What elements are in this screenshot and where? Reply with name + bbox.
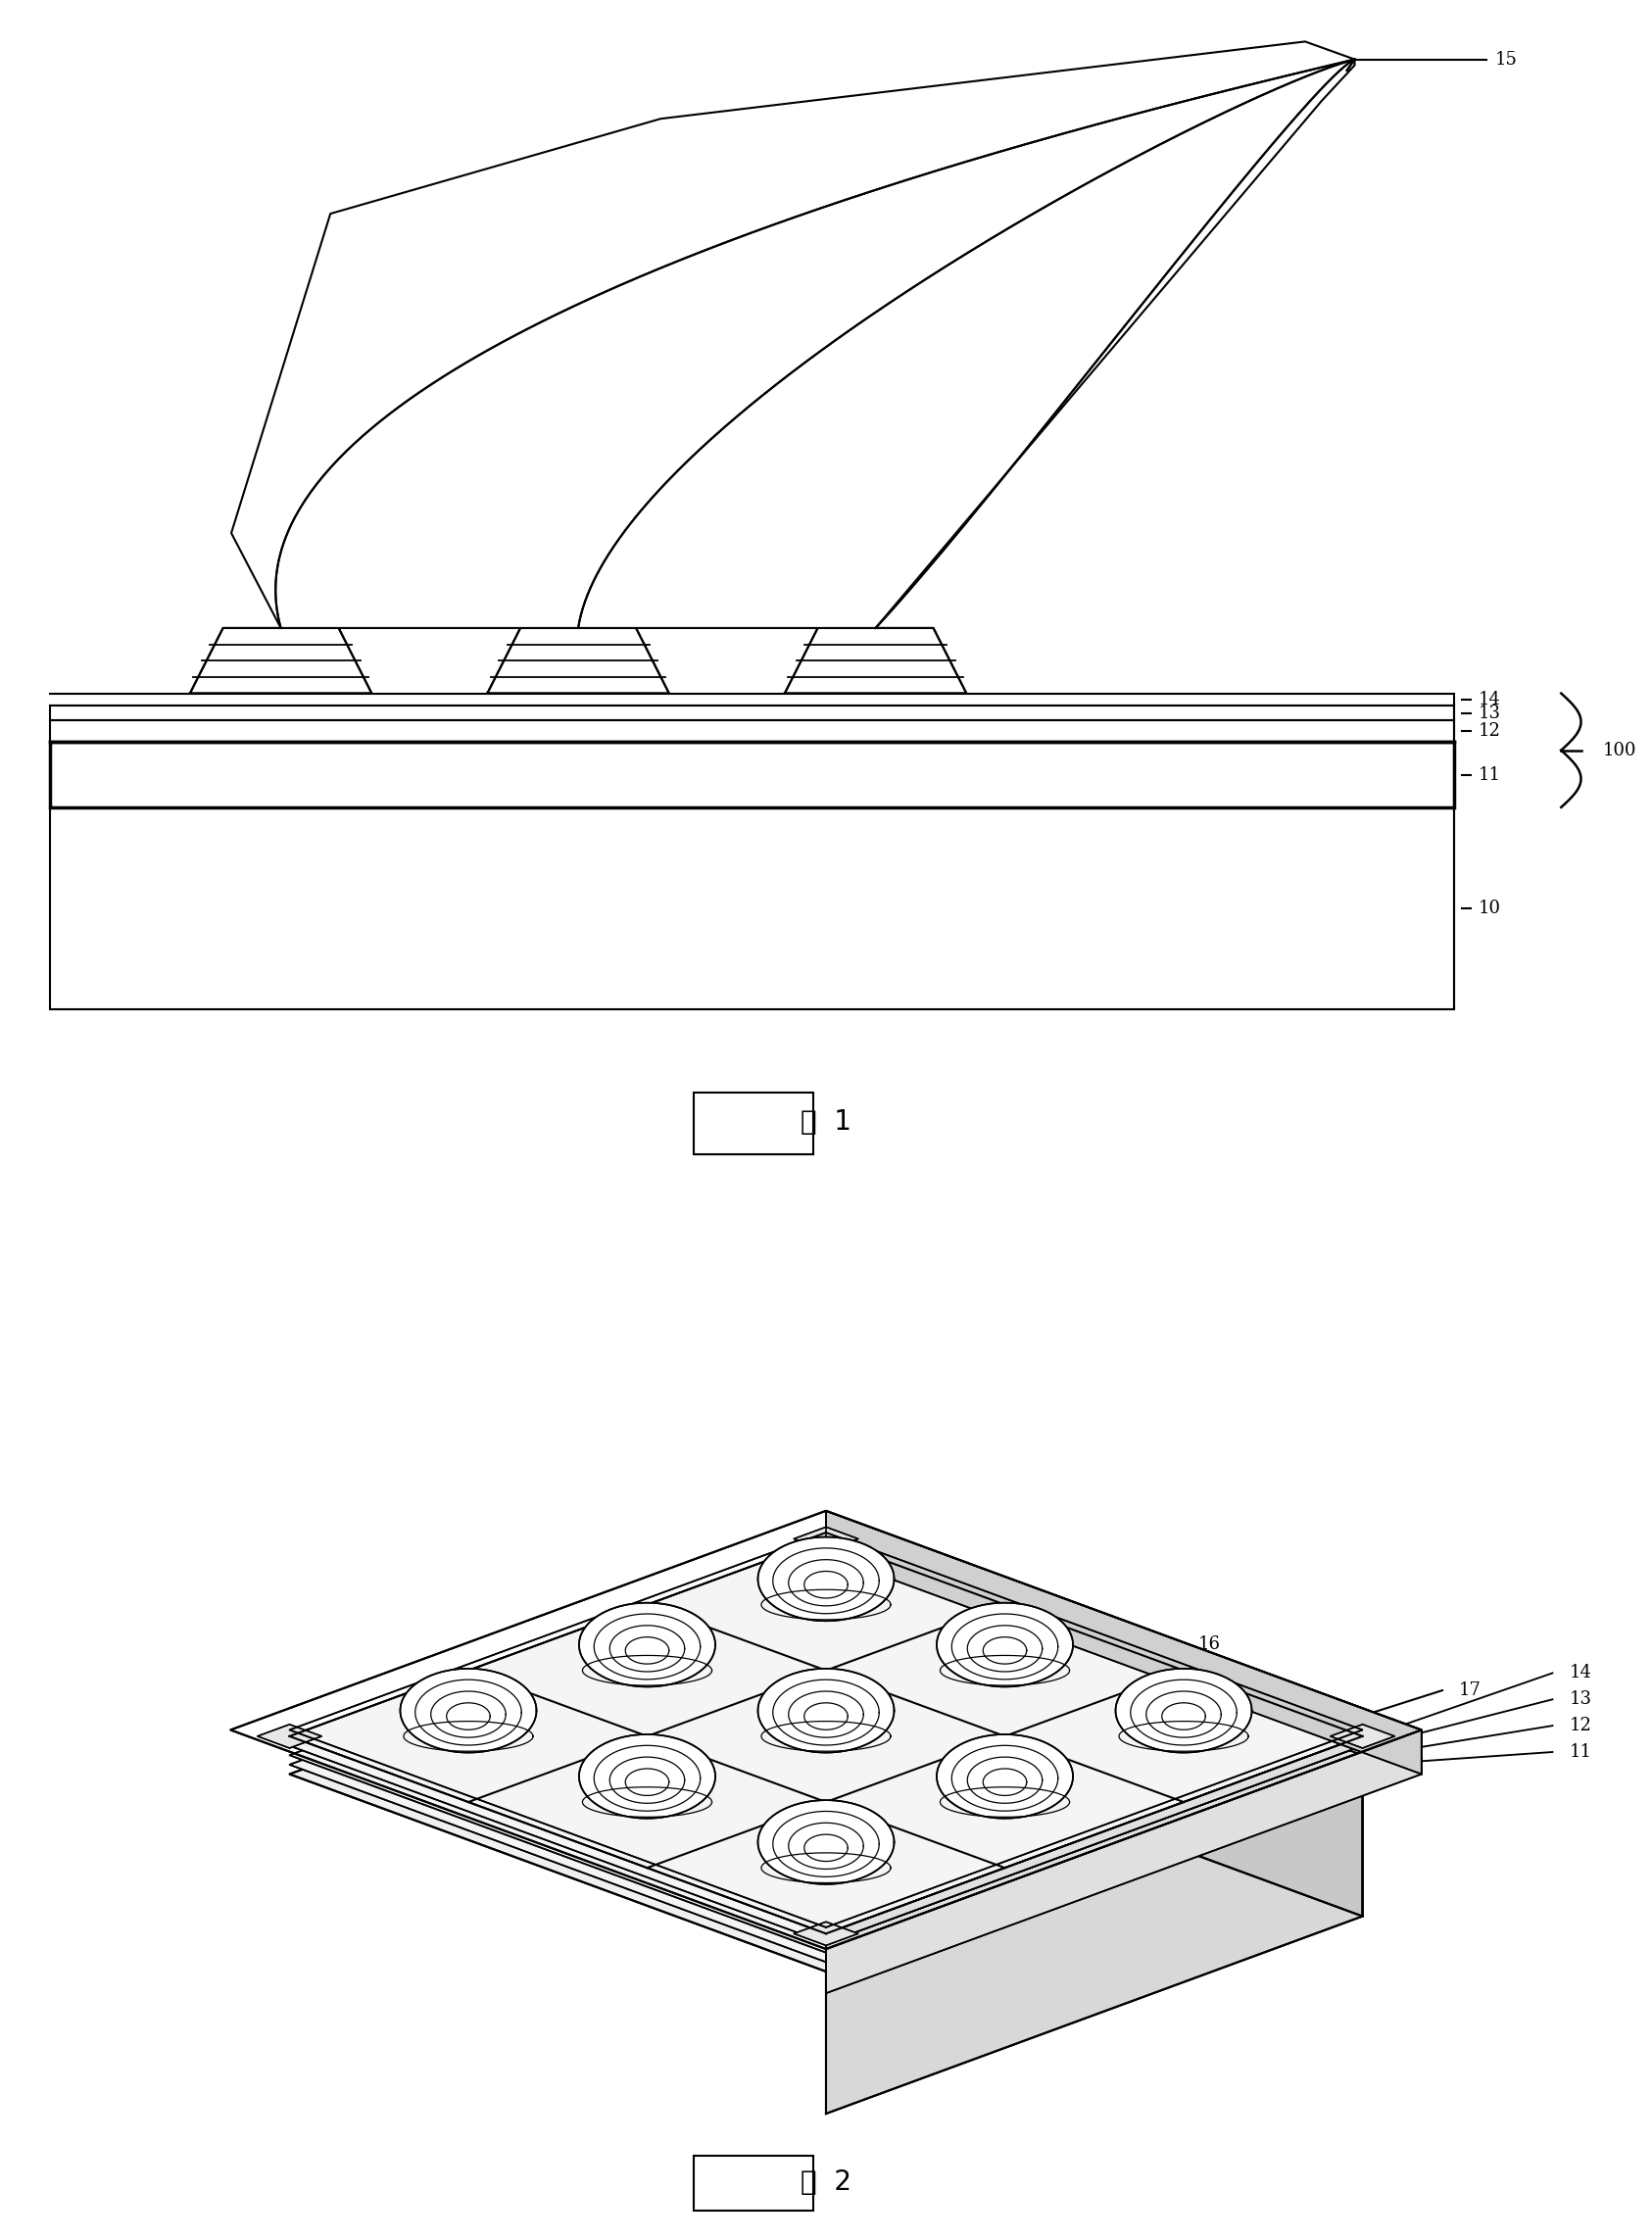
Polygon shape xyxy=(795,1922,857,1947)
Polygon shape xyxy=(826,1557,1363,1765)
Polygon shape xyxy=(1330,1725,1394,1747)
Polygon shape xyxy=(826,1774,1363,2115)
Polygon shape xyxy=(826,1577,1363,1915)
Polygon shape xyxy=(826,1736,1363,1942)
Polygon shape xyxy=(758,1669,894,1752)
Polygon shape xyxy=(937,1604,1074,1687)
Polygon shape xyxy=(758,1801,894,1884)
Text: 14: 14 xyxy=(1569,1664,1591,1682)
Text: 图  1: 图 1 xyxy=(801,1109,851,1136)
Polygon shape xyxy=(1115,1669,1252,1752)
Polygon shape xyxy=(487,627,669,694)
Bar xyxy=(50,741,1454,806)
Polygon shape xyxy=(795,1528,857,1550)
Polygon shape xyxy=(937,1734,1074,1819)
Text: 14: 14 xyxy=(1479,690,1502,708)
Polygon shape xyxy=(289,1568,1363,1962)
Text: 17: 17 xyxy=(1459,1682,1482,1700)
Text: 15: 15 xyxy=(781,1561,805,1577)
Polygon shape xyxy=(826,1548,1363,1756)
Text: 10: 10 xyxy=(930,1861,952,1879)
Text: 16: 16 xyxy=(1198,1635,1221,1653)
Bar xyxy=(50,706,1454,721)
Polygon shape xyxy=(580,1604,715,1687)
Polygon shape xyxy=(289,1557,1363,1953)
Polygon shape xyxy=(258,1725,322,1747)
Text: 11: 11 xyxy=(1479,766,1502,784)
Polygon shape xyxy=(289,1539,1363,1933)
Polygon shape xyxy=(289,1548,1363,1942)
Polygon shape xyxy=(826,1568,1363,1774)
Polygon shape xyxy=(826,1756,1363,1962)
Polygon shape xyxy=(826,1510,1421,1774)
Text: 12: 12 xyxy=(1479,724,1502,739)
Polygon shape xyxy=(289,1577,1363,1971)
Text: 10: 10 xyxy=(1479,900,1502,916)
Bar xyxy=(50,721,1454,741)
Polygon shape xyxy=(826,1539,1363,1745)
Text: 图  2: 图 2 xyxy=(801,2168,851,2195)
Polygon shape xyxy=(190,627,372,694)
Polygon shape xyxy=(580,1734,715,1819)
Text: 13: 13 xyxy=(1479,703,1502,721)
Polygon shape xyxy=(826,1765,1363,1971)
Text: 11: 11 xyxy=(1569,1743,1591,1761)
Polygon shape xyxy=(231,43,1355,627)
Text: 13: 13 xyxy=(1569,1691,1591,1709)
Polygon shape xyxy=(758,1537,894,1622)
Bar xyxy=(50,806,1454,1008)
Text: 100: 100 xyxy=(1602,741,1635,759)
Text: 15: 15 xyxy=(1495,52,1518,67)
Polygon shape xyxy=(785,627,966,694)
Polygon shape xyxy=(826,1729,1421,1994)
Text: 12: 12 xyxy=(1569,1716,1591,1734)
Polygon shape xyxy=(826,1745,1363,1953)
Polygon shape xyxy=(400,1669,537,1752)
